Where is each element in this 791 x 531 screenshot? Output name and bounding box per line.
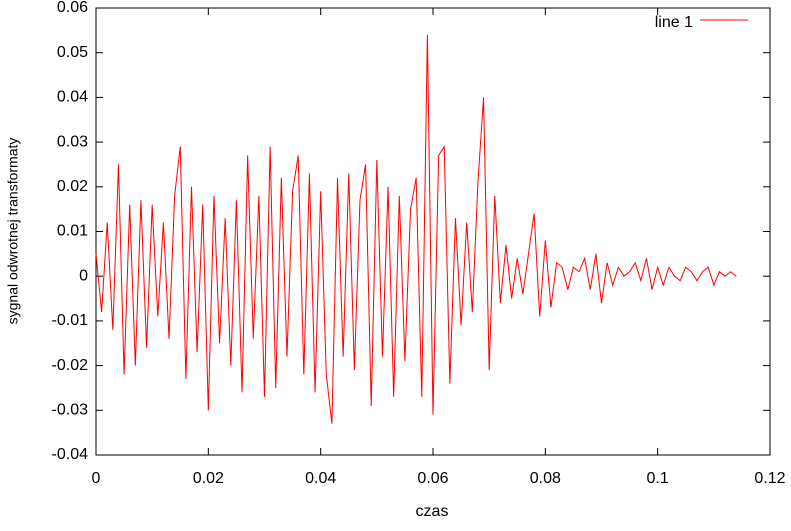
- x-tick-label: 0.1: [647, 470, 669, 487]
- y-tick-label: -0.04: [52, 446, 89, 463]
- x-tick-label: 0.02: [193, 470, 224, 487]
- x-tick-label: 0: [92, 470, 101, 487]
- y-tick-label: 0.01: [57, 223, 88, 240]
- y-tick-label: -0.03: [52, 402, 89, 419]
- y-axis-label: sygnal odwrotnej transformaty: [5, 138, 21, 325]
- y-tick-label: -0.02: [52, 357, 89, 374]
- x-tick-label: 0.08: [530, 470, 561, 487]
- x-tick-label: 0.12: [754, 470, 785, 487]
- x-tick-label: 0.06: [417, 470, 448, 487]
- y-tick-label: 0.04: [57, 89, 88, 106]
- y-tick-label: 0.03: [57, 133, 88, 150]
- x-tick-label: 0.04: [305, 470, 336, 487]
- y-tick-label: 0.05: [57, 44, 88, 61]
- y-tick-label: 0.06: [57, 0, 88, 16]
- y-tick-label: 0: [79, 267, 88, 284]
- y-tick-label: 0.02: [57, 178, 88, 195]
- legend-label: line 1: [655, 14, 693, 31]
- y-tick-label: -0.01: [52, 312, 89, 329]
- x-axis-label: czas: [416, 503, 449, 520]
- data-line: [95, 34, 737, 424]
